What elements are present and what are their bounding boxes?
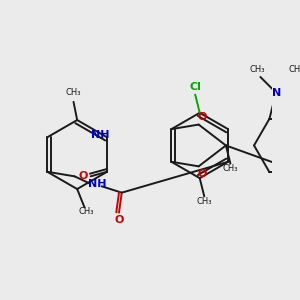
Text: CH₃: CH₃ [249, 64, 265, 74]
Text: CH₃: CH₃ [66, 88, 81, 97]
Text: O: O [114, 215, 124, 225]
Text: NH: NH [88, 178, 106, 189]
Text: O: O [198, 112, 207, 122]
Text: O: O [198, 169, 207, 178]
Text: Cl: Cl [189, 82, 201, 92]
Text: CH₃: CH₃ [79, 208, 94, 217]
Text: NH: NH [91, 130, 109, 140]
Text: N: N [272, 88, 281, 98]
Text: CH₃: CH₃ [196, 196, 212, 206]
Text: CH₃: CH₃ [223, 164, 238, 173]
Text: CH₃: CH₃ [289, 64, 300, 74]
Text: O: O [79, 171, 88, 181]
